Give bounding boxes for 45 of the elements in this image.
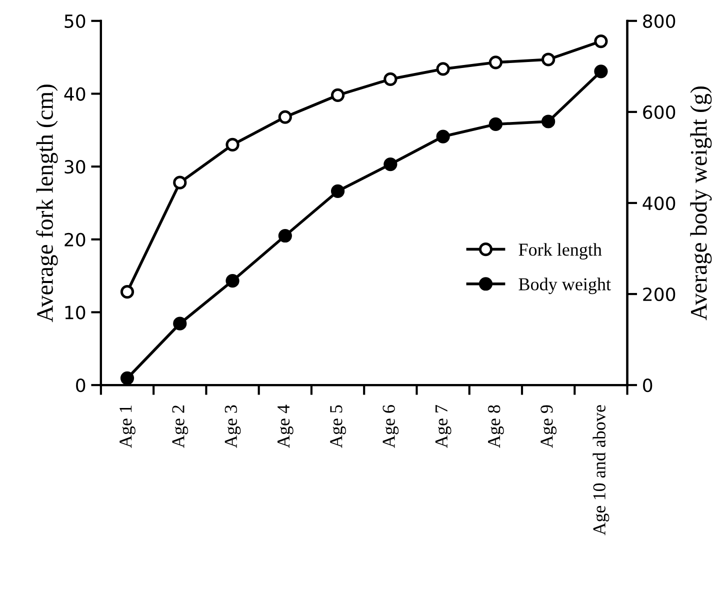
x-tick-label: Age 4 — [278, 404, 294, 448]
point — [278, 228, 292, 243]
point — [120, 285, 134, 299]
x-tick-label: Age 10 and above — [592, 405, 610, 536]
point — [542, 52, 556, 66]
x-tick-label: Age 8 — [488, 405, 504, 448]
point — [594, 34, 608, 48]
y-tick-label: 50 — [64, 14, 86, 28]
point — [120, 371, 134, 386]
point — [594, 64, 608, 78]
x-tick-label: Age 6 — [382, 405, 399, 448]
x-tick-label: Age 9 — [540, 405, 557, 448]
point — [384, 157, 398, 172]
x-tick-label: Age 5 — [330, 405, 346, 448]
point — [278, 110, 292, 124]
x-tick-label: Age 3 — [224, 405, 241, 448]
y2-tick-label: 600 — [643, 105, 676, 120]
legend-label: Body weight — [518, 278, 611, 294]
y-axis-title: Average fork length (cm) — [36, 84, 58, 322]
point — [173, 176, 187, 190]
y2-tick-label: 0 — [643, 378, 652, 392]
x-tick-label: Age 1 — [120, 406, 136, 448]
point — [226, 138, 240, 152]
y-tick-label: 40 — [64, 87, 86, 101]
point — [330, 88, 345, 102]
point — [488, 117, 502, 132]
y-tick-label: 20 — [64, 232, 86, 247]
y-tick-label: 0 — [76, 378, 86, 392]
y2-tick-label: 400 — [642, 196, 676, 210]
legend-label: Fork length — [518, 243, 602, 260]
point — [436, 62, 450, 76]
x-tick-label: Age 2 — [172, 406, 188, 448]
y2-tick-label: 200 — [643, 287, 676, 302]
point — [542, 114, 556, 128]
y-tick-label: 30 — [64, 160, 86, 174]
point — [436, 130, 450, 144]
x-tick-label: Age 7 — [435, 405, 452, 448]
point — [384, 72, 398, 86]
y2-axis-title: Average body weight (g) — [690, 86, 712, 320]
point — [226, 274, 240, 288]
point — [330, 184, 345, 198]
y2-tick-label: 800 — [643, 14, 676, 28]
y-tick-label: 10 — [65, 306, 86, 320]
point — [488, 56, 502, 70]
point — [173, 316, 187, 330]
